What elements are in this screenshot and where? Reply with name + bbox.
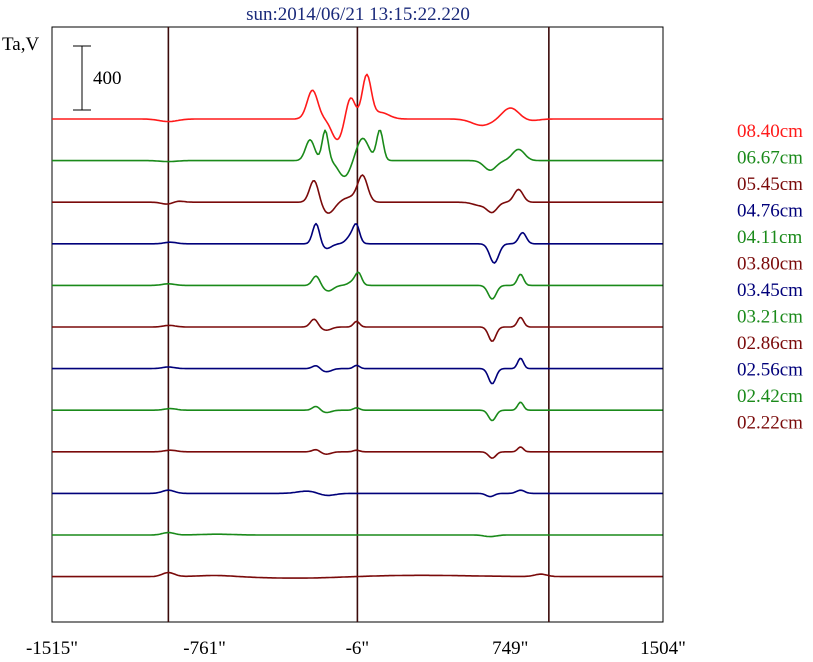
legend-entry-02.42cm: 02.42cm xyxy=(737,386,803,407)
scale-bar-label: 400 xyxy=(93,68,122,89)
series-traces xyxy=(52,73,663,579)
series-line-05.45cm xyxy=(52,174,663,214)
legend-entry-04.76cm: 04.76cm xyxy=(737,201,803,222)
legend-entry-03.80cm: 03.80cm xyxy=(737,254,803,275)
series-line-02.42cm xyxy=(52,531,663,538)
legend-entry-02.86cm: 02.86cm xyxy=(737,333,803,354)
series-line-06.67cm xyxy=(52,129,663,178)
series-line-03.45cm xyxy=(52,357,663,385)
series-line-04.76cm xyxy=(52,222,663,264)
legend-entry-02.22cm: 02.22cm xyxy=(737,413,803,434)
x-tick-label-3: 749" xyxy=(492,638,528,659)
legend: 08.40cm 06.67cm 05.45cm 04.76cm 04.11cm 03.80… xyxy=(737,121,803,434)
chart-title: sun:2014/06/21 13:15:22.220 xyxy=(246,4,470,25)
legend-entry-03.45cm: 03.45cm xyxy=(737,280,803,301)
x-tick-label-2: -6" xyxy=(346,638,370,659)
series-line-04.11cm xyxy=(52,271,663,300)
legend-entry-05.45cm: 05.45cm xyxy=(737,174,803,195)
series-line-08.40cm xyxy=(52,73,663,141)
series-line-02.86cm xyxy=(52,446,663,459)
legend-entry-02.56cm: 02.56cm xyxy=(737,360,803,381)
scale-bar: 400 xyxy=(73,45,122,111)
series-line-02.56cm xyxy=(52,489,663,498)
x-tick-labels: -1515" -761" -6" 749" 1504" xyxy=(26,638,686,659)
series-line-03.21cm xyxy=(52,401,663,422)
legend-entry-08.40cm: 08.40cm xyxy=(737,121,803,142)
y-axis-label: Ta,V xyxy=(2,34,39,55)
legend-entry-06.67cm: 06.67cm xyxy=(737,148,803,169)
series-line-03.80cm xyxy=(52,316,663,342)
x-tick-label-1: -761" xyxy=(183,638,226,659)
x-tick-label-0: -1515" xyxy=(26,638,78,659)
vertical-lines xyxy=(167,27,550,622)
legend-entry-04.11cm: 04.11cm xyxy=(737,227,802,248)
legend-entry-03.21cm: 03.21cm xyxy=(737,307,803,328)
x-tick-label-4: 1504" xyxy=(640,638,686,659)
series-line-02.22cm xyxy=(52,571,663,579)
